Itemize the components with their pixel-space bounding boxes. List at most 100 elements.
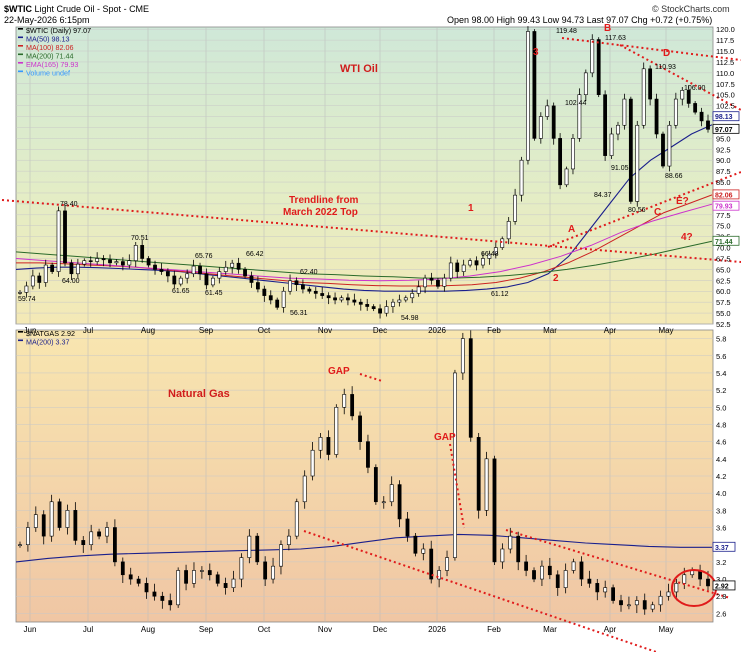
y-tick-label: 87.5 [716,167,731,176]
month-tick-label: Mar [543,625,557,634]
y-tick-label: 4.4 [716,455,726,464]
wti-candle [545,105,550,117]
natgas-lower-channel [303,530,660,652]
wti-candle [384,306,389,314]
wti-candle [230,262,235,268]
month-tick-label: Dec [373,326,387,335]
wti-candle [24,285,29,293]
price-label: 65.76 [195,253,213,260]
wti-candle [30,275,35,287]
natgas-candle [413,535,418,554]
price-label: 84.37 [594,192,612,199]
wti-candle [564,168,569,186]
month-tick-label: 2026 [428,625,446,634]
wti-candle [172,275,177,285]
wti-candle [442,277,447,287]
legend-entry: MA(100) 82.06 [26,43,74,52]
month-tick-label: Dec [373,625,387,634]
y-tick-label: 90.0 [716,156,731,165]
price-label: 117.63 [605,35,626,42]
wti-candle [654,98,659,135]
wti-candle [481,258,485,266]
trendline-b-d [561,37,741,61]
wti-candle [256,282,260,290]
natgas-candle [176,570,181,606]
wti-candle [448,262,453,279]
natgas-candle [516,535,521,563]
natgas-candle [136,578,141,584]
wti-candle [609,133,614,156]
wti-candle [275,299,280,308]
natgas-candle [619,600,623,606]
legend-entry: $NATGAS 2.92 [26,329,75,338]
wti-candle [358,301,363,305]
wti-candle [339,297,344,301]
month-tick-label: Sep [199,326,214,335]
price-label: 54.98 [401,315,419,322]
natgas-candle [81,540,86,546]
wti-candle [326,295,331,299]
panel-title-wti: WTI Oil [340,63,378,75]
natgas-candle [207,570,212,576]
month-tick-label: Jul [83,625,93,634]
price-label: 62.40 [300,269,318,276]
wti-candle [82,260,87,265]
wti-candle [506,221,511,240]
natgas-candle [120,561,125,576]
wti-candle [661,133,665,167]
wti-candle [346,297,350,301]
wave-label: 4? [681,232,693,243]
wti-candle [249,275,254,283]
wti-candle [468,260,472,266]
natgas-candle [18,544,22,547]
natgas-candle [49,501,54,537]
natgas-candle [334,406,339,455]
ma50-line [15,124,713,292]
y-tick-label: 52.5 [716,320,731,329]
natgas-candle [247,535,252,558]
natgas-candle [555,574,560,588]
month-tick-label: Jul [83,326,93,335]
wti-candle [165,271,170,277]
y-tick-label: 5.8 [716,335,726,344]
wti-candle [403,297,408,301]
wti-candle [519,159,524,196]
wti-candle [532,31,537,139]
price-label: 66.48 [481,251,499,258]
natgas-candle [73,510,78,541]
price-label: 102.44 [565,100,587,107]
wti-candle [635,124,640,202]
natgas-candle [318,437,323,451]
wti-candle [558,138,563,186]
natgas-candle [294,501,299,537]
month-tick-label: Sep [199,625,214,634]
y-tick-label: 105.0 [716,91,735,100]
price-label: 56.31 [290,310,308,317]
wti-candle [577,94,582,139]
natgas-upper-channel [505,529,731,599]
wti-candle [217,271,222,279]
price-label: 61.65 [172,288,190,295]
wti-candle [159,269,164,272]
wti-candle [63,210,67,264]
natgas-candle [286,535,291,546]
value-tag-text: 71.44 [715,239,733,246]
natgas-candle [192,570,196,584]
legend-entry: MA(200) 3.37 [26,338,70,347]
natgas-candle [706,578,710,587]
y-tick-label: 4.8 [716,420,726,429]
wti-candle [686,90,691,104]
panel-title-natgas: Natural Gas [168,388,230,400]
natgas-candle [460,338,465,374]
month-tick-label: 2026 [428,326,446,335]
natgas-candle [199,570,204,572]
wti-candle [320,293,325,296]
value-tag [712,580,736,591]
natgas-candle [492,458,497,563]
value-tag-text: 98.13 [715,114,733,121]
natgas-candle [342,394,347,408]
wave-label: E? [676,196,689,207]
y-tick-label: 5.0 [716,403,726,412]
chart-date: 22-May-2026 6:15pm [4,15,90,25]
y-tick-label: 85.0 [716,178,731,187]
